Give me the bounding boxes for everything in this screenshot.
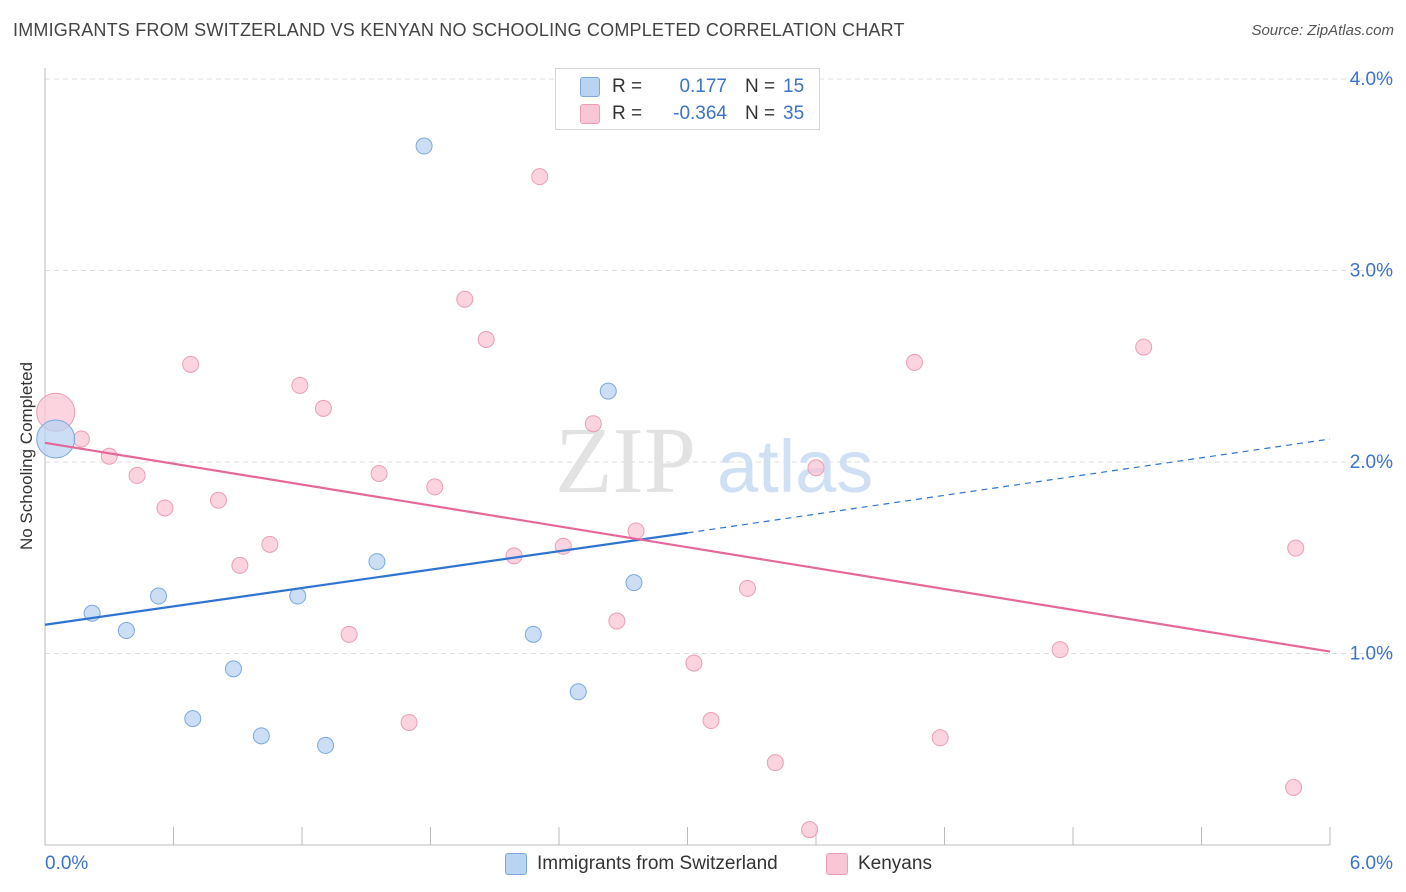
data-point-kenyans bbox=[608, 612, 626, 630]
data-point-kenyans bbox=[182, 355, 200, 373]
data-point-kenyans bbox=[156, 499, 174, 517]
data-point-kenyans bbox=[426, 478, 444, 496]
data-point-kenyans bbox=[1051, 641, 1069, 659]
watermark-atlas: atlas bbox=[717, 425, 873, 508]
legend-n-value: 35 bbox=[783, 103, 805, 124]
data-point-kenyans bbox=[1287, 539, 1305, 557]
data-point-kenyans bbox=[477, 330, 495, 348]
x-tick-label: 6.0% bbox=[1350, 853, 1393, 874]
x-tick-label: 0.0% bbox=[45, 853, 88, 874]
y-tick-label: 4.0% bbox=[1350, 69, 1393, 90]
legend-row-switzerland: R = 0.177 N = 15 bbox=[580, 74, 804, 100]
legend-swatch-pink bbox=[580, 104, 600, 124]
data-point-switzerland bbox=[415, 137, 433, 155]
data-point-switzerland bbox=[599, 382, 617, 400]
data-point-kenyans bbox=[456, 290, 474, 308]
bottom-legend-swatch-pink bbox=[826, 853, 848, 875]
source-credit: Source: ZipAtlas.com bbox=[1251, 22, 1394, 39]
data-point-kenyans bbox=[261, 535, 279, 553]
data-point-switzerland bbox=[224, 660, 242, 678]
data-point-kenyans bbox=[209, 491, 227, 509]
bottom-legend-swatch-blue bbox=[505, 853, 527, 875]
data-point-kenyans bbox=[738, 579, 756, 597]
legend-swatch-blue bbox=[580, 77, 600, 97]
data-point-kenyans bbox=[801, 821, 819, 839]
legend-r-label: R = bbox=[612, 76, 643, 97]
data-point-kenyans bbox=[531, 168, 549, 186]
legend-r-value: 0.177 bbox=[679, 76, 727, 97]
data-point-kenyans bbox=[766, 754, 784, 772]
legend-n-label: N = bbox=[745, 103, 776, 124]
data-point-kenyans bbox=[702, 712, 720, 730]
data-point-switzerland bbox=[625, 574, 643, 592]
bottom-legend-kenyans: Kenyans bbox=[826, 851, 932, 877]
data-point-switzerland bbox=[524, 625, 542, 643]
data-point-kenyans bbox=[400, 713, 418, 731]
watermark-zip: ZIP bbox=[555, 409, 696, 513]
data-point-kenyans bbox=[906, 353, 924, 371]
data-point-kenyans bbox=[627, 522, 645, 540]
trend-line-switzerland bbox=[44, 531, 688, 626]
bottom-legend-label: Kenyans bbox=[858, 853, 932, 874]
data-point-switzerland bbox=[252, 727, 270, 745]
data-point-kenyans bbox=[370, 464, 388, 482]
data-point-kenyans bbox=[931, 729, 949, 747]
data-point-switzerland bbox=[36, 419, 76, 459]
trend-line-extension-switzerland bbox=[687, 438, 1331, 534]
trend-line-kenyans bbox=[44, 441, 1331, 653]
data-point-switzerland bbox=[368, 553, 386, 571]
legend-r-value: -0.364 bbox=[673, 103, 727, 124]
chart-title: IMMIGRANTS FROM SWITZERLAND VS KENYAN NO… bbox=[13, 20, 905, 40]
legend-n-value: 15 bbox=[783, 76, 805, 97]
data-point-kenyans bbox=[1285, 779, 1303, 797]
legend-n-label: N = bbox=[745, 76, 776, 97]
data-point-kenyans bbox=[314, 399, 332, 417]
data-point-switzerland bbox=[150, 587, 168, 605]
legend-r-label: R = bbox=[612, 103, 643, 124]
data-point-kenyans bbox=[340, 625, 358, 643]
y-tick-label: 2.0% bbox=[1350, 452, 1393, 473]
data-point-kenyans bbox=[807, 459, 825, 477]
legend-row-kenyans: R = -0.364 N = 35 bbox=[580, 101, 804, 127]
data-point-kenyans bbox=[231, 556, 249, 574]
data-point-kenyans bbox=[72, 430, 90, 448]
data-point-kenyans bbox=[291, 376, 309, 394]
data-point-kenyans bbox=[584, 415, 602, 433]
data-point-kenyans bbox=[100, 447, 118, 465]
data-point-kenyans bbox=[1135, 338, 1153, 356]
y-tick-label: 3.0% bbox=[1350, 261, 1393, 282]
bottom-legend-switzerland: Immigrants from Switzerland bbox=[505, 851, 778, 877]
data-point-switzerland bbox=[184, 710, 202, 728]
y-tick-label: 1.0% bbox=[1350, 644, 1393, 665]
data-point-switzerland bbox=[117, 622, 135, 640]
data-point-kenyans bbox=[685, 654, 703, 672]
correlation-legend: R = 0.177 N = 15 R = -0.364 N = 35 bbox=[555, 68, 820, 130]
y-axis-label: No Schooling Completed bbox=[17, 361, 36, 551]
data-point-switzerland bbox=[569, 683, 587, 701]
bottom-legend-label: Immigrants from Switzerland bbox=[537, 853, 778, 874]
data-point-switzerland bbox=[317, 736, 335, 754]
data-point-kenyans bbox=[128, 466, 146, 484]
